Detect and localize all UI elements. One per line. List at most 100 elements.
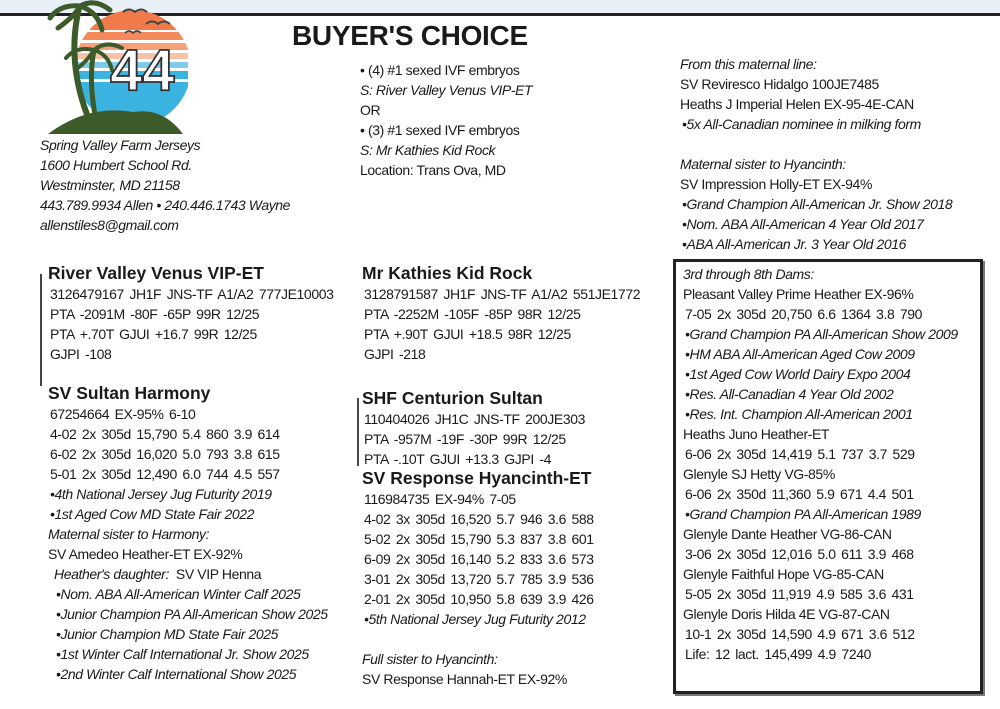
achievement-item: •HM ABA All-American Aged Cow 2009 — [685, 346, 915, 362]
achievement-item: •Res. All-Canadian 4 Year Old 2002 — [685, 386, 894, 402]
record-line: 6-09 2x 305d 16,140 5.2 833 3.6 573 — [364, 551, 594, 567]
achievement-item: •1st Aged Cow MD State Fair 2022 — [50, 506, 255, 522]
record-line: 5-05 2x 305d 11,919 4.9 585 3.6 431 — [685, 586, 914, 602]
text-line: Glenyle SJ Hetty VG-85% — [683, 466, 835, 482]
text-line: OR — [360, 102, 381, 118]
record-line: 3128791587 JH1F JNS-TF A1/A2 551JE1772 — [364, 286, 641, 302]
text-line: S: River Valley Venus VIP-ET — [360, 82, 533, 98]
top-band — [0, 0, 1000, 13]
animal-title: SV Sultan Harmony — [48, 383, 211, 403]
achievement-item: •Junior Champion PA All-American Show 20… — [56, 606, 328, 622]
spacer — [362, 629, 594, 649]
logo-number: 44 — [110, 38, 175, 103]
sire-venus: River Valley Venus VIP-ET 3126479167 JH1F… — [48, 262, 334, 364]
record-line: GJPI -108 — [50, 346, 112, 362]
record-line: 4-02 2x 305d 15,790 5.4 860 3.9 614 — [50, 426, 280, 442]
achievement-item: •4th National Jersey Jug Futurity 2019 — [50, 486, 272, 502]
achievement-item: •Nom. ABA All-American 4 Year Old 2017 — [682, 216, 924, 232]
text-line: Pleasant Valley Prime Heather EX-96% — [683, 286, 914, 302]
dam-harmony: SV Sultan Harmony 67254664 EX-95% 6-10 4-0… — [48, 382, 328, 684]
text-line: Glenyle Faithful Hope VG-85-CAN — [683, 566, 884, 582]
farm-phones: 443.789.9934 Allen • 240.446.1743 Wayne — [40, 197, 291, 213]
animal-title: SV Response Hyancinth-ET — [362, 468, 592, 488]
sire-centurion: SHF Centurion Sultan 110404026 JH1C JNS-T… — [362, 387, 585, 469]
text-line: SV Reviresco Hidalgo 100JE7485 — [680, 76, 879, 92]
record-line: 67254664 EX-95% 6-10 — [50, 406, 196, 422]
divider-line — [357, 398, 359, 466]
record-line: PTA +.90T GJUI +18.5 98R 12/25 — [364, 326, 571, 342]
dam-hyancinth: SV Response Hyancinth-ET 116984735 EX-94%… — [362, 467, 594, 689]
text-line: SV Impression Holly-ET EX-94% — [680, 176, 872, 192]
text-line: 3rd through 8th Dams: — [683, 266, 814, 282]
achievement-item: •Res. Int. Champion All-American 2001 — [685, 406, 913, 422]
record-line: 3126479167 JH1F JNS-TF A1/A2 777JE10003 — [50, 286, 334, 302]
animal-title: Mr Kathies Kid Rock — [362, 263, 533, 283]
record-line: PTA +.70T GJUI +16.7 99R 12/25 — [50, 326, 257, 342]
record-line: PTA -2252M -105F -85P 98R 12/25 — [364, 306, 581, 322]
record-line: 2-01 2x 305d 10,950 5.8 639 3.9 426 — [364, 591, 594, 607]
text-line: Glenyle Dante Heather VG-86-CAN — [683, 526, 892, 542]
farm-name: Spring Valley Farm Jerseys — [40, 137, 201, 153]
record-line: 5-02 2x 305d 15,790 5.3 837 3.8 601 — [364, 531, 594, 547]
record-line: 4-02 3x 305d 16,520 5.7 946 3.6 588 — [364, 511, 594, 527]
achievement-item: •ABA All-American Jr. 3 Year Old 2016 — [682, 236, 907, 252]
sub-heading: Heather's daughter: SV VIP Henna — [48, 564, 328, 584]
text-line: Heaths Juno Heather-ET — [683, 426, 830, 442]
record-line: PTA -2091M -80F -65P 99R 12/25 — [50, 306, 260, 322]
record-line: 6-06 2x 350d 11,360 5.9 671 4.4 501 — [685, 486, 914, 502]
achievement-item: •Grand Champion All-American Jr. Show 20… — [682, 196, 953, 212]
record-line: 116984735 EX-94% 7-05 — [364, 491, 516, 507]
text-line: Location: Trans Ova, MD — [360, 162, 506, 178]
text-line: • (3) #1 sexed IVF embryos — [360, 122, 520, 138]
record-line: 10-1 2x 305d 14,590 4.9 671 3.6 512 — [685, 626, 915, 642]
record-line: GJPI -218 — [364, 346, 426, 362]
text-line: Maternal sister to Harmony: — [48, 526, 210, 542]
achievement-item: •5th National Jersey Jug Futurity 2012 — [364, 611, 586, 627]
text-line: Glenyle Doris Hilda 4E VG-87-CAN — [683, 606, 890, 622]
achievement-item: •2nd Winter Calf International Show 2025 — [56, 666, 297, 682]
achievement-item: •Nom. ABA All-American Winter Calf 2025 — [56, 586, 301, 602]
animal-title: River Valley Venus VIP-ET — [48, 263, 264, 283]
achievement-item: •Grand Champion PA All-American 1989 — [685, 506, 921, 522]
offer-details: • (4) #1 sexed IVF embryos S: River Valle… — [360, 60, 533, 180]
farm-address-line2: Westminster, MD 21158 — [40, 177, 180, 193]
text-line: SV Amedeo Heather-ET EX-92% — [48, 546, 243, 562]
text-line: Full sister to Hyancinth: — [362, 651, 498, 667]
dams-list: 3rd through 8th Dams: Pleasant Valley Pri… — [683, 264, 958, 664]
farm-logo: 44 — [47, 0, 188, 134]
text-line: Heaths J Imperial Helen EX-95-4E-CAN — [680, 96, 914, 112]
record-line: 3-01 2x 305d 13,720 5.7 785 3.9 536 — [364, 571, 594, 587]
achievement-item: •1st Winter Calf International Jr. Show … — [56, 646, 309, 662]
animal-name: SV VIP Henna — [175, 566, 262, 582]
text-line: From this maternal line: — [680, 56, 817, 72]
divider-line — [40, 274, 42, 386]
dams-box — [673, 259, 983, 694]
text-line: S: Mr Kathies Kid Rock — [360, 142, 496, 158]
farm-contact: Spring Valley Farm Jerseys 1600 Humbert … — [40, 135, 290, 235]
maternal-line: From this maternal line: SV Reviresco Hid… — [680, 54, 953, 254]
sire-kidrock: Mr Kathies Kid Rock 3128791587 JH1F JNS-T… — [362, 262, 640, 364]
record-line: 3-06 2x 305d 12,016 5.0 611 3.9 468 — [685, 546, 914, 562]
record-line: 6-06 2x 305d 14,419 5.1 737 3.7 529 — [685, 446, 915, 462]
sub-label: Heather's daughter: — [54, 566, 169, 582]
text-line: SV Response Hannah-ET EX-92% — [362, 671, 567, 687]
text-line: • (4) #1 sexed IVF embryos — [360, 62, 520, 78]
farm-email[interactable]: allenstiles8@gmail.com — [40, 217, 179, 233]
record-line: PTA -957M -19F -30P 99R 12/25 — [364, 431, 566, 447]
record-line: Life: 12 lact. 145,499 4.9 7240 — [685, 646, 871, 662]
record-line: PTA -.10T GJUI +13.3 GJPI -4 — [364, 451, 551, 467]
achievement-item: •Junior Champion MD State Fair 2025 — [56, 626, 279, 642]
record-line: 6-02 2x 305d 16,020 5.0 793 3.8 615 — [50, 446, 280, 462]
achievement-item: •Grand Champion PA All-American Show 200… — [685, 326, 958, 342]
text-line: Maternal sister to Hyancinth: — [680, 156, 846, 172]
farm-address-line1: 1600 Humbert School Rd. — [40, 157, 192, 173]
spacer — [680, 134, 952, 154]
animal-title: SHF Centurion Sultan — [362, 388, 543, 408]
achievement-item: •1st Aged Cow World Dairy Expo 2004 — [685, 366, 911, 382]
record-line: 110404026 JH1C JNS-TF 200JE303 — [364, 411, 585, 427]
record-line: 5-01 2x 305d 12,490 6.0 744 4.5 557 — [50, 466, 280, 482]
achievement-item: •5x All-Canadian nominee in milking form — [682, 116, 921, 132]
page-title: BUYER'S CHOICE — [292, 20, 528, 51]
top-rule — [0, 13, 1000, 16]
record-line: 7-05 2x 305d 20,750 6.6 1364 3.8 790 — [685, 306, 923, 322]
